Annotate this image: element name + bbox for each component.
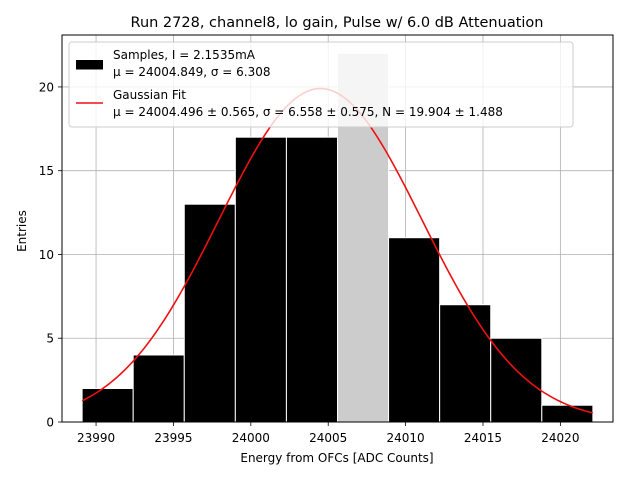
x-tick-label: 23990	[77, 431, 115, 445]
x-axis: 23990 23995 24000 24005 24010 24015 24020	[77, 422, 579, 445]
histogram-bar	[81, 387, 134, 423]
x-tick-label: 24015	[464, 431, 502, 445]
histogram-bar	[388, 237, 441, 423]
x-tick-label: 23995	[154, 431, 192, 445]
legend-box	[68, 41, 574, 128]
histogram-bar	[541, 404, 594, 423]
x-tick-label: 24020	[541, 431, 579, 445]
histogram-bar	[439, 304, 492, 423]
legend-swatch-samples	[76, 60, 103, 70]
histogram-bar	[183, 203, 236, 423]
y-tick-label: 20	[39, 80, 54, 94]
legend-samples-label: Samples, I = 2.1535mA	[113, 48, 256, 62]
y-tick-label: 5	[46, 332, 54, 346]
y-axis-label: Entries	[15, 210, 29, 252]
histogram-bar	[132, 354, 185, 423]
x-tick-label: 24010	[387, 431, 425, 445]
y-tick-label: 0	[46, 416, 54, 430]
y-axis: 0 5 10 15 20	[39, 80, 62, 430]
plot-frame	[61, 34, 614, 423]
x-tick-label: 24000	[232, 431, 270, 445]
histogram-bar	[285, 136, 339, 423]
y-tick-label: 10	[39, 248, 54, 262]
legend: Samples, I = 2.1535mA μ = 24004.849, σ =…	[68, 41, 574, 128]
legend-fit-stats: μ = 24004.496 ± 0.565, σ = 6.558 ± 0.575…	[113, 105, 503, 119]
x-axis-label: Energy from OFCs [ADC Counts]	[240, 451, 433, 465]
y-tick-label: 15	[39, 164, 54, 178]
legend-fit-label: Gaussian Fit	[113, 88, 186, 102]
x-tick-label: 24005	[309, 431, 347, 445]
histogram-bar	[234, 136, 287, 423]
legend-samples-stats: μ = 24004.849, σ = 6.308	[113, 65, 270, 79]
chart-title: Run 2728, channel8, lo gain, Pulse w/ 6.…	[131, 15, 544, 31]
